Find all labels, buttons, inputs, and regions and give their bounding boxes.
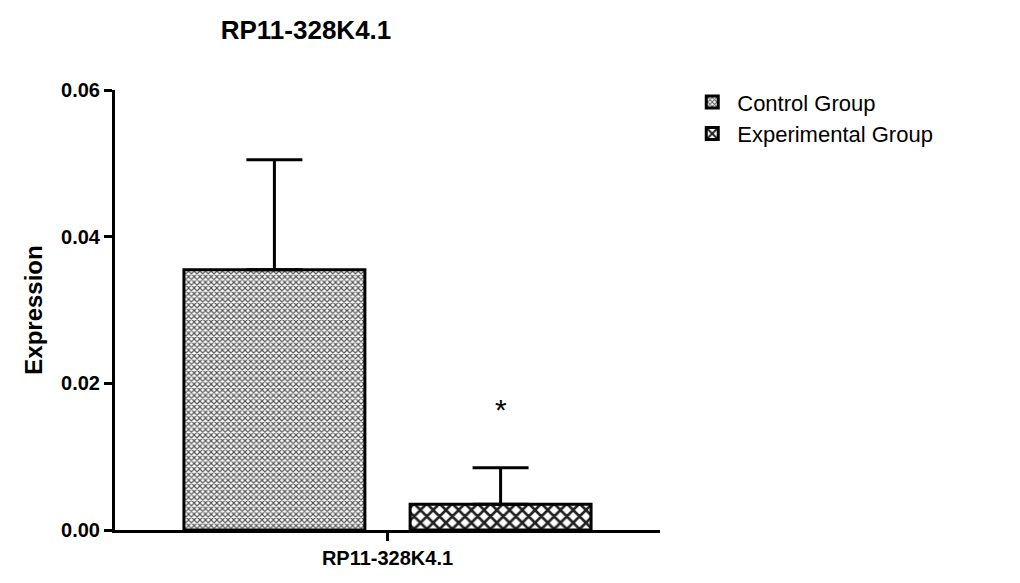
svg-text:0.06: 0.06 — [61, 79, 100, 101]
svg-text:RP11-328K4.1: RP11-328K4.1 — [221, 15, 392, 45]
svg-text:0.04: 0.04 — [61, 226, 101, 248]
svg-text:*: * — [495, 393, 507, 426]
svg-text:0.00: 0.00 — [61, 519, 100, 541]
svg-text:Expression: Expression — [20, 245, 47, 374]
svg-text:Experimental Group: Experimental Group — [737, 122, 933, 147]
svg-text:RP11-328K4.1: RP11-328K4.1 — [322, 547, 453, 569]
svg-text:0.02: 0.02 — [61, 372, 100, 394]
svg-text:Control Group: Control Group — [737, 91, 875, 116]
